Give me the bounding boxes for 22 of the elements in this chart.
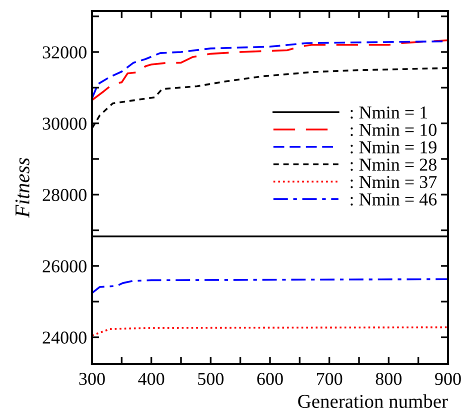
legend-label: : Nmin = 37 <box>350 176 437 188</box>
y-tick-label: 24000 <box>42 332 86 344</box>
x-tick-label: 800 <box>376 372 402 386</box>
x-tick-label: 700 <box>316 372 342 386</box>
x-tick-label: 900 <box>435 372 461 386</box>
legend-label: : Nmin = 1 <box>350 106 428 119</box>
x-tick-label: 600 <box>257 372 283 386</box>
x-axis-title: Generation number <box>298 394 448 408</box>
legend-label: : Nmin = 28 <box>350 158 436 171</box>
legend-label: : Nmin = 46 <box>350 193 437 206</box>
x-tick-label: 300 <box>79 372 105 386</box>
y-tick-label: 28000 <box>42 188 86 202</box>
x-tick-label: 400 <box>138 372 164 386</box>
legend-label: : Nmin = 10 <box>350 124 436 136</box>
y-axis-title: Fitness <box>15 158 30 218</box>
legend-label: : Nmin = 19 <box>350 141 436 154</box>
x-tick-label: 500 <box>198 372 224 386</box>
y-tick-label: 32000 <box>42 46 86 58</box>
y-tick-label: 30000 <box>42 118 86 130</box>
y-tick-label: 26000 <box>42 260 86 272</box>
line-series <box>92 326 448 336</box>
line-series <box>92 278 448 294</box>
